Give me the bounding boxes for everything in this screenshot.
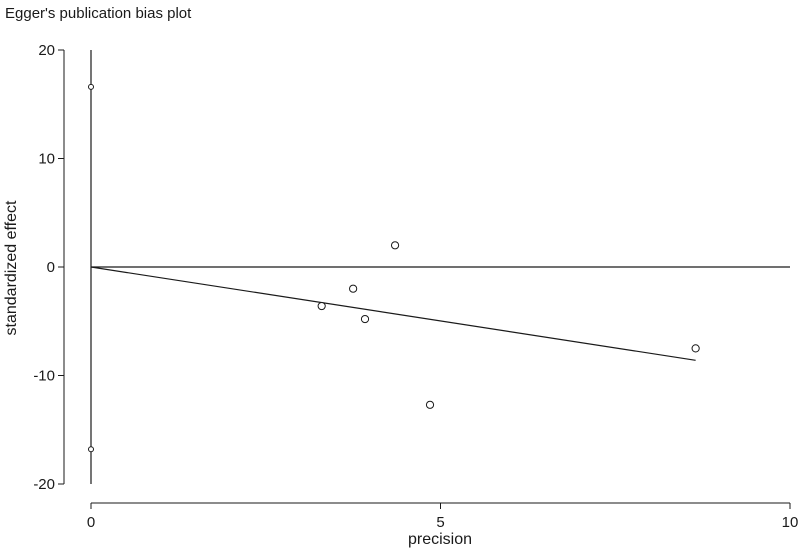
x-tick-label: 10: [782, 514, 799, 531]
x-axis: 0 5 10: [87, 502, 799, 531]
data-point: [691, 344, 700, 353]
y-axis: 20 10 0 -10 -20: [33, 42, 65, 493]
y-tick-label: 20: [38, 42, 55, 59]
data-point: [390, 241, 400, 250]
data-point: [88, 83, 94, 90]
y-tick-label: -10: [33, 368, 55, 385]
scatter-points: [88, 83, 700, 453]
x-axis-title: precision: [408, 531, 472, 548]
chart-title: Egger's publication bias plot: [5, 5, 192, 22]
data-point: [349, 284, 358, 293]
data-point: [360, 314, 370, 324]
y-tick-label: -20: [33, 476, 55, 493]
chart-lines: [90, 50, 790, 484]
x-tick-label: 0: [87, 514, 95, 531]
data-point: [88, 446, 94, 453]
y-tick-label: 10: [38, 151, 55, 168]
data-point: [425, 400, 435, 409]
data-point: [317, 301, 326, 311]
regression-line: [90, 266, 696, 361]
y-tick-label: 0: [47, 259, 55, 276]
x-tick-label: 5: [436, 514, 444, 531]
y-axis-title: standardized effect: [3, 200, 20, 335]
